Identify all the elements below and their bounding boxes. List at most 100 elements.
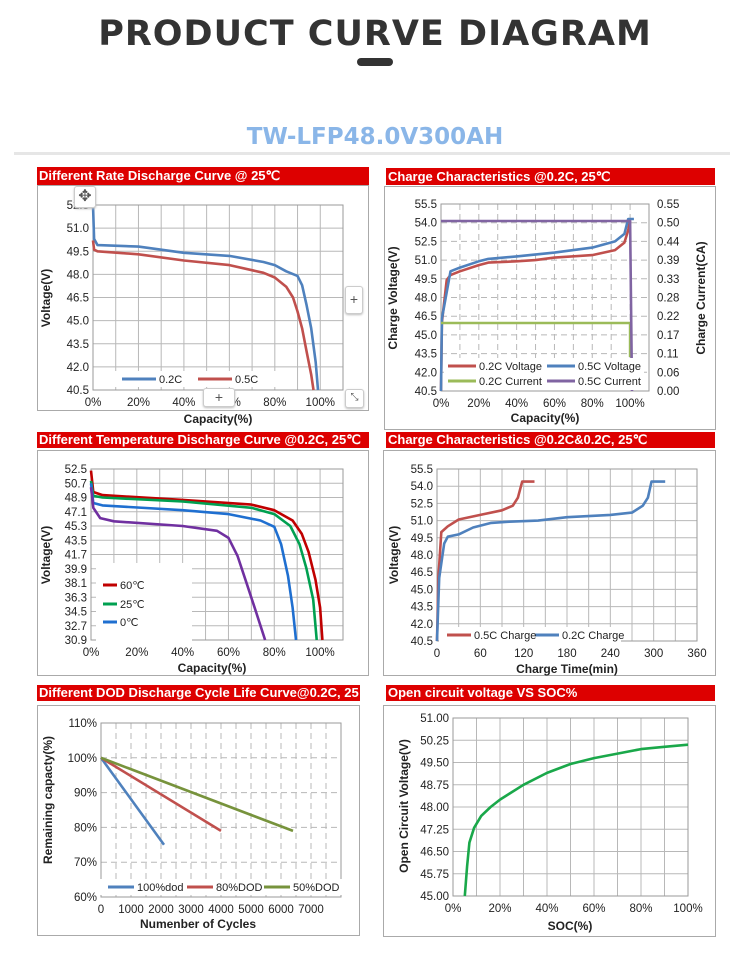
x-tick-label: 7000 <box>298 904 324 916</box>
y-tick-label: 52.5 <box>415 236 437 248</box>
y-tick-label: 51.0 <box>415 255 437 267</box>
legend-label: 0℃ <box>120 617 138 629</box>
model-name: TW-LFP48.0V300AH <box>246 124 504 150</box>
y-tick-label: 43.5 <box>67 339 89 351</box>
y-tick-label: 38.1 <box>65 578 87 590</box>
legend-label: 0.5C Voltage <box>578 361 641 373</box>
chart-4 <box>435 468 698 643</box>
resize-icon[interactable]: ⤡ <box>345 389 364 408</box>
y-tick-label: 43.5 <box>411 602 433 614</box>
x-tick-label: 1000 <box>118 904 144 916</box>
legend-label: 0.2C <box>159 374 182 386</box>
series-line <box>100 756 294 833</box>
legend-label: 60℃ <box>120 580 145 592</box>
x-tick-label: 100% <box>615 398 644 410</box>
x-tick-label: 0% <box>83 647 100 659</box>
y2-tick-label: 0.50 <box>657 218 679 230</box>
y-tick-label: 54.0 <box>415 218 437 230</box>
chart-frame <box>383 705 716 937</box>
series-line <box>91 204 320 391</box>
add-right-button[interactable]: + <box>345 286 363 314</box>
chart-title: Different Temperature Discharge Curve @0… <box>37 432 369 448</box>
y-tick-label: 52.5 <box>411 498 433 510</box>
y-tick-label: 45.0 <box>411 584 433 596</box>
x-tick-label: 40% <box>171 647 194 659</box>
y-tick-label: 48.0 <box>67 269 89 281</box>
y2-tick-label: 0.17 <box>657 330 679 342</box>
plot-area <box>440 203 650 392</box>
y2-axis-label: Charge Current(CA) <box>694 241 708 354</box>
legend-box <box>439 627 621 643</box>
series-line <box>91 240 315 391</box>
y-tick-label: 45.00 <box>420 891 449 903</box>
x-tick-label: 0% <box>445 903 462 915</box>
x-tick-label: 100% <box>673 903 702 915</box>
y-tick-label: 46.5 <box>415 311 437 323</box>
y-tick-label: 52.5 <box>65 464 87 476</box>
y-tick-label: 90% <box>74 788 97 800</box>
y-tick-label: 42.0 <box>67 362 89 374</box>
x-tick-label: 60% <box>543 398 566 410</box>
y-tick-label: 45.3 <box>65 521 87 533</box>
y-tick-label: 51.00 <box>420 713 449 725</box>
series-line <box>439 217 634 392</box>
y2-tick-label: 0.44 <box>657 236 680 248</box>
x-tick-label: 300 <box>644 648 663 660</box>
y-axis-label: Voltage(V) <box>39 526 53 584</box>
y-tick-label: 46.5 <box>411 567 433 579</box>
y-tick-label: 55.5 <box>411 464 433 476</box>
y-tick-label: 48.0 <box>415 293 437 305</box>
y2-tick-label: 0.06 <box>657 367 679 379</box>
y-tick-label: 39.9 <box>65 564 87 576</box>
chart-3 <box>89 468 344 641</box>
divider <box>14 152 730 155</box>
y-tick-label: 40.5 <box>67 385 89 397</box>
y-tick-label: 48.75 <box>420 780 449 792</box>
x-tick-label: 60 <box>474 648 487 660</box>
x-tick-label: 20% <box>488 903 511 915</box>
plot-area <box>452 717 689 897</box>
chart-title: Different Rate Discharge Curve @ 25℃ <box>37 167 369 185</box>
add-bottom-button[interactable]: + <box>203 388 235 407</box>
y-tick-label: 49.5 <box>411 533 433 545</box>
y-tick-label: 51.0 <box>67 223 89 235</box>
y-tick-label: 48.9 <box>65 493 87 505</box>
legend-label: 0.5C Charge <box>474 630 536 642</box>
y-tick-label: 42.0 <box>411 619 433 631</box>
y-tick-label: 100% <box>68 753 97 765</box>
x-tick-label: 360 <box>687 648 706 660</box>
y-tick-label: 54.0 <box>411 481 433 493</box>
y-tick-label: 42.0 <box>415 367 437 379</box>
y-axis-label: Charge Voltage(V) <box>386 246 400 349</box>
y2-tick-label: 0.00 <box>657 386 679 398</box>
y-tick-label: 47.1 <box>65 507 87 519</box>
x-tick-label: 0% <box>433 398 450 410</box>
x-axis-label: Capacity(%) <box>511 411 580 425</box>
x-tick-label: 0 <box>98 904 104 916</box>
y-tick-label: 49.5 <box>67 246 89 258</box>
series-line <box>89 483 298 641</box>
y-tick-label: 48.00 <box>420 802 449 814</box>
x-tick-label: 40% <box>172 397 195 409</box>
x-tick-label: 2000 <box>148 904 174 916</box>
x-tick-label: 120 <box>514 648 533 660</box>
x-tick-label: 100% <box>306 397 335 409</box>
chart-title: Charge Characteristics @0.2C&0.2C, 25℃ <box>386 432 715 448</box>
legend-label: 100%dod <box>137 882 184 894</box>
x-tick-label: 5000 <box>238 904 264 916</box>
y-tick-label: 36.3 <box>65 592 87 604</box>
y-tick-label: 50.7 <box>65 478 87 490</box>
x-tick-label: 180 <box>557 648 576 660</box>
x-axis-label: Charge Time(min) <box>516 662 618 676</box>
series-line <box>99 757 166 846</box>
x-tick-label: 20% <box>127 397 150 409</box>
chart-title: Different DOD Discharge Cycle Life Curve… <box>37 685 360 701</box>
series-line <box>435 480 666 642</box>
legend-label: 0.5C <box>235 374 258 386</box>
series-line <box>441 219 634 392</box>
series-line <box>100 756 222 833</box>
x-tick-label: 60% <box>582 903 605 915</box>
move-handle-icon[interactable]: ✥ <box>74 186 96 208</box>
